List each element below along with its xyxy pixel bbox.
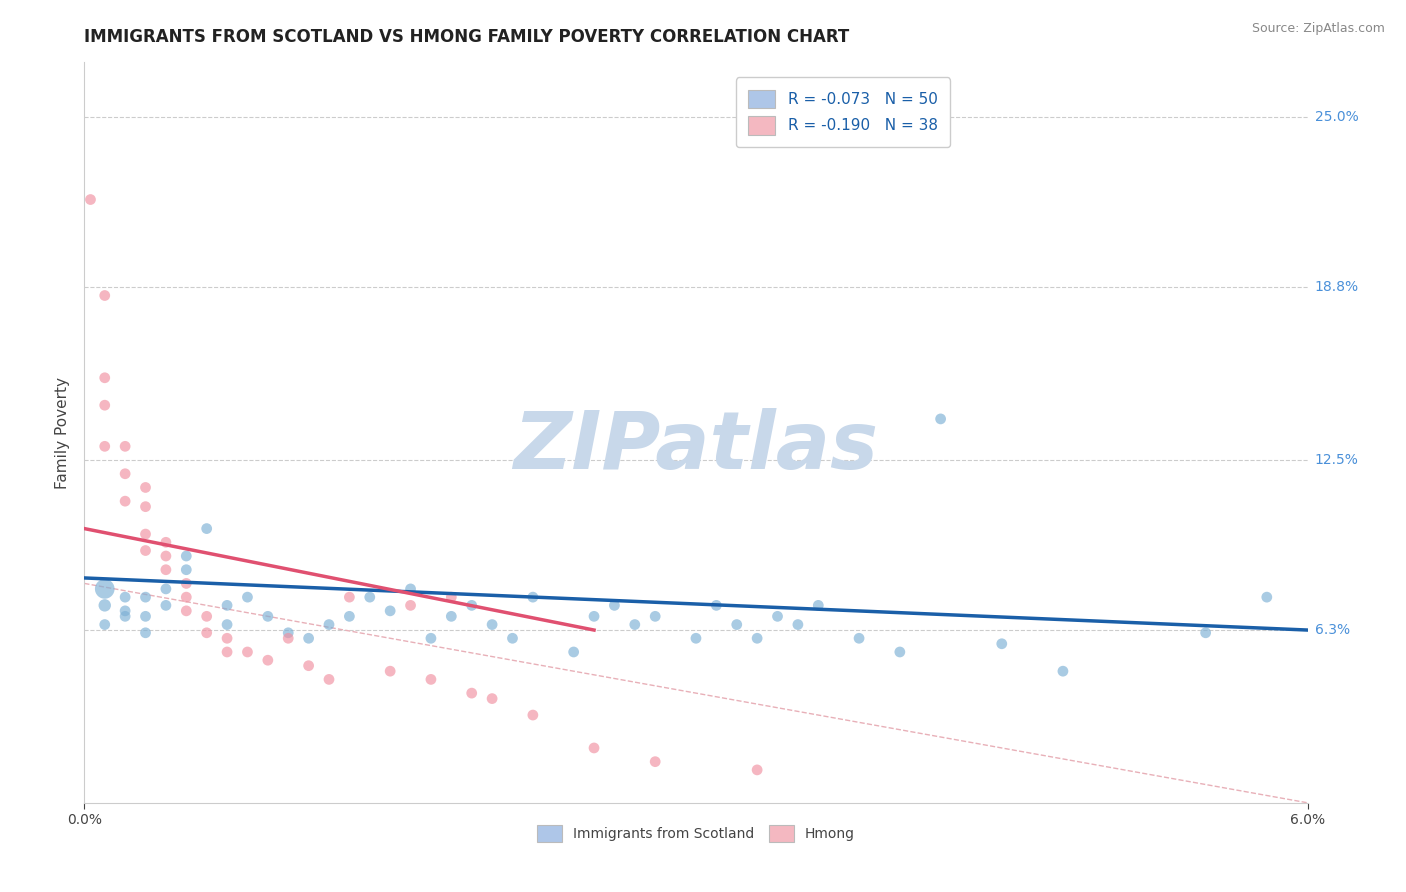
Point bbox=[93, 398, 117, 412]
Point bbox=[135, 500, 157, 514]
Point bbox=[318, 673, 340, 687]
Point bbox=[440, 590, 463, 604]
Text: 12.5%: 12.5% bbox=[1315, 453, 1358, 467]
Point bbox=[195, 609, 218, 624]
Point bbox=[1195, 625, 1218, 640]
Point bbox=[747, 632, 769, 646]
Point bbox=[725, 617, 748, 632]
Point bbox=[399, 582, 422, 596]
Point bbox=[114, 590, 136, 604]
Point bbox=[380, 664, 402, 678]
Point bbox=[155, 563, 177, 577]
Point bbox=[257, 609, 280, 624]
Point bbox=[93, 599, 117, 613]
Point bbox=[217, 599, 239, 613]
Point bbox=[135, 609, 157, 624]
Point bbox=[79, 193, 101, 207]
Point bbox=[176, 590, 198, 604]
Point bbox=[562, 645, 585, 659]
Point bbox=[135, 480, 157, 494]
Point bbox=[135, 543, 157, 558]
Text: ZIPatlas: ZIPatlas bbox=[513, 409, 879, 486]
Point bbox=[114, 609, 136, 624]
Point bbox=[155, 535, 177, 549]
Text: IMMIGRANTS FROM SCOTLAND VS HMONG FAMILY POVERTY CORRELATION CHART: IMMIGRANTS FROM SCOTLAND VS HMONG FAMILY… bbox=[84, 28, 849, 45]
Point bbox=[93, 371, 117, 385]
Point bbox=[766, 609, 789, 624]
Point bbox=[277, 632, 299, 646]
Text: Source: ZipAtlas.com: Source: ZipAtlas.com bbox=[1251, 22, 1385, 36]
Point bbox=[93, 617, 117, 632]
Point bbox=[318, 617, 340, 632]
Point bbox=[135, 625, 157, 640]
Point bbox=[195, 625, 218, 640]
Point bbox=[624, 617, 647, 632]
Point bbox=[359, 590, 381, 604]
Point bbox=[380, 604, 402, 618]
Point bbox=[747, 763, 769, 777]
Y-axis label: Family Poverty: Family Poverty bbox=[55, 376, 70, 489]
Point bbox=[176, 563, 198, 577]
Point bbox=[114, 494, 136, 508]
Point bbox=[848, 632, 870, 646]
Point bbox=[929, 412, 952, 426]
Point bbox=[277, 625, 299, 640]
Point bbox=[257, 653, 280, 667]
Point bbox=[399, 599, 422, 613]
Point bbox=[298, 658, 321, 673]
Point bbox=[155, 582, 177, 596]
Point bbox=[176, 576, 198, 591]
Point bbox=[1052, 664, 1074, 678]
Point bbox=[706, 599, 728, 613]
Text: 18.8%: 18.8% bbox=[1315, 280, 1358, 294]
Point bbox=[644, 609, 666, 624]
Point bbox=[420, 632, 443, 646]
Point bbox=[176, 604, 198, 618]
Point bbox=[114, 604, 136, 618]
Point bbox=[583, 609, 606, 624]
Point bbox=[644, 755, 666, 769]
Point bbox=[93, 439, 117, 453]
Point bbox=[440, 609, 463, 624]
Point bbox=[217, 645, 239, 659]
Point bbox=[217, 632, 239, 646]
Point bbox=[461, 686, 484, 700]
Point bbox=[991, 637, 1014, 651]
Point bbox=[114, 467, 136, 481]
Legend: Immigrants from Scotland, Hmong: Immigrants from Scotland, Hmong bbox=[531, 820, 860, 847]
Point bbox=[502, 632, 524, 646]
Point bbox=[807, 599, 830, 613]
Point bbox=[93, 288, 117, 302]
Point bbox=[176, 549, 198, 563]
Point bbox=[135, 590, 157, 604]
Point bbox=[195, 522, 218, 536]
Point bbox=[339, 609, 361, 624]
Point bbox=[93, 582, 117, 596]
Point bbox=[236, 590, 259, 604]
Point bbox=[583, 741, 606, 756]
Point bbox=[481, 617, 503, 632]
Point bbox=[787, 617, 810, 632]
Text: 25.0%: 25.0% bbox=[1315, 111, 1358, 124]
Point bbox=[155, 599, 177, 613]
Point bbox=[685, 632, 707, 646]
Point bbox=[114, 439, 136, 453]
Point bbox=[236, 645, 259, 659]
Point bbox=[603, 599, 626, 613]
Point bbox=[217, 617, 239, 632]
Point bbox=[298, 632, 321, 646]
Text: 6.3%: 6.3% bbox=[1315, 623, 1350, 637]
Point bbox=[135, 527, 157, 541]
Point bbox=[1256, 590, 1278, 604]
Point bbox=[339, 590, 361, 604]
Point bbox=[420, 673, 443, 687]
Point bbox=[155, 549, 177, 563]
Point bbox=[522, 708, 544, 723]
Point bbox=[522, 590, 544, 604]
Point bbox=[461, 599, 484, 613]
Point bbox=[889, 645, 911, 659]
Point bbox=[481, 691, 503, 706]
